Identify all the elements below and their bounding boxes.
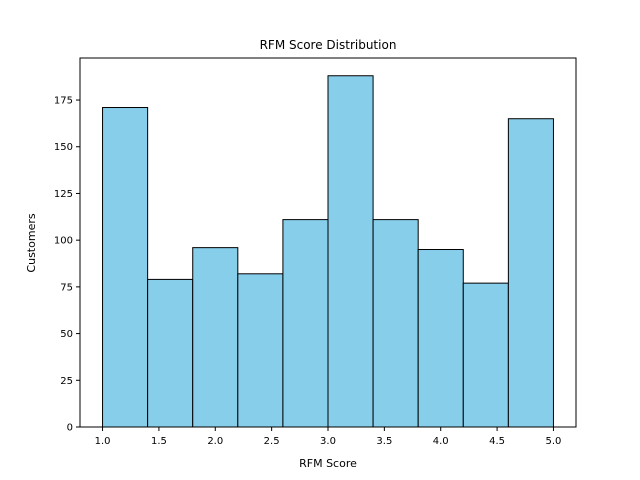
y-tick-label: 175 xyxy=(54,96,73,107)
y-tick-label: 75 xyxy=(60,282,73,293)
y-tick-label: 150 xyxy=(54,142,73,153)
y-tick-label: 25 xyxy=(60,376,73,387)
histogram-bar xyxy=(507,118,554,428)
x-tick-label: 1.5 xyxy=(151,436,167,447)
histogram-bar xyxy=(102,107,149,428)
x-tick-label: 3.5 xyxy=(376,436,392,447)
histogram-bar xyxy=(192,247,239,428)
x-ticks-group: 1.0 1.5 2.0 2.5 3.0 3.5 4.0 4.5 5.0 xyxy=(95,427,562,447)
x-tick-label: 4.0 xyxy=(433,436,449,447)
y-axis-title: Customers xyxy=(25,213,38,272)
x-tick-label: 2.5 xyxy=(264,436,280,447)
histogram-bar xyxy=(282,219,329,428)
histogram-bar xyxy=(237,273,284,428)
x-tick-label: 5.0 xyxy=(546,436,562,447)
histogram-bar xyxy=(417,249,464,428)
histogram-bar xyxy=(147,278,194,428)
bars-group xyxy=(102,75,554,428)
histogram-bar xyxy=(327,75,374,428)
chart-title: RFM Score Distribution xyxy=(260,38,397,52)
y-tick-label: 0 xyxy=(67,423,73,434)
x-tick-label: 4.5 xyxy=(489,436,505,447)
histogram-bar xyxy=(462,282,509,428)
x-tick-label: 2.0 xyxy=(207,436,223,447)
x-tick-label: 1.0 xyxy=(95,436,111,447)
x-axis-title: RFM Score xyxy=(299,457,357,470)
y-tick-label: 125 xyxy=(54,189,73,200)
x-tick-label: 3.0 xyxy=(320,436,336,447)
y-ticks-group: 0 25 50 75 100 125 150 175 xyxy=(54,96,80,434)
y-tick-label: 100 xyxy=(54,236,73,247)
histogram-bar xyxy=(372,219,419,428)
y-tick-label: 50 xyxy=(60,329,73,340)
